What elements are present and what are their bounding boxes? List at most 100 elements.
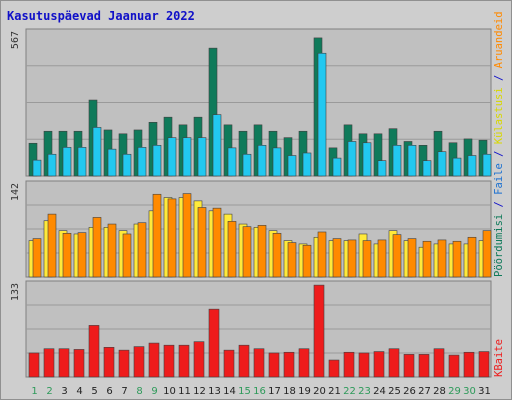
bar-top-faile [407, 145, 417, 177]
bar-top-faile [62, 147, 72, 177]
bar-bottom-kbaite [133, 346, 145, 378]
bar-top-faile [47, 153, 57, 177]
bar-middle-aruandeid [272, 233, 282, 278]
legend-entry: Aruandeid [493, 11, 505, 68]
x-tick-label: 11 [178, 386, 191, 397]
bar-top-faile [122, 153, 132, 177]
x-tick-label: 2 [46, 386, 52, 397]
bar-bottom-kbaite [253, 348, 265, 378]
bar-middle-aruandeid [47, 213, 57, 278]
bar-top-faile [422, 160, 432, 177]
bar-top-faile [107, 148, 117, 177]
bar-top-faile [242, 153, 252, 177]
bar-middle-aruandeid [362, 240, 372, 278]
legend-entry: KBaite [493, 339, 505, 377]
bar-bottom-kbaite [343, 351, 355, 378]
bar-bottom-kbaite [448, 354, 460, 378]
bar-middle-aruandeid [302, 244, 312, 278]
x-tick-label: 21 [328, 386, 341, 397]
legend-entry: / [493, 144, 505, 163]
x-tick-label: 4 [76, 386, 82, 397]
bar-top-faile [182, 137, 192, 177]
x-tick-label: 30 [463, 386, 476, 397]
bar-bottom-kbaite [433, 348, 445, 378]
bar-top-faile [437, 151, 447, 177]
bar-middle-aruandeid [377, 239, 387, 278]
bar-middle-aruandeid [182, 193, 192, 278]
bar-bottom-kbaite [373, 351, 385, 378]
x-tick-label: 12 [193, 386, 206, 397]
bar-middle-aruandeid [347, 239, 357, 278]
bar-top-faile [452, 157, 462, 177]
x-tick-label: 1 [31, 386, 37, 397]
legend-entry: / [493, 195, 505, 214]
bar-middle-aruandeid [437, 239, 447, 278]
bar-bottom-kbaite [223, 349, 235, 378]
bar-top-faile [77, 147, 87, 177]
bar-top-faile [137, 147, 147, 177]
bar-bottom-kbaite [163, 344, 175, 378]
x-tick-label: 13 [208, 386, 221, 397]
bar-bottom-kbaite [28, 352, 40, 378]
bar-bottom-kbaite [178, 344, 190, 378]
x-tick-label: 14 [223, 386, 236, 397]
bar-middle-aruandeid [332, 238, 342, 278]
x-tick-label: 9 [151, 386, 157, 397]
bar-middle-aruandeid [257, 225, 267, 278]
y-axis-max-label-bottom: 133 [10, 283, 21, 301]
legend-entry: / [493, 68, 505, 87]
chart-title: Kasutuspäevad Jaanuar 2022 [7, 9, 195, 23]
bar-middle-aruandeid [317, 231, 327, 278]
x-tick-label: 19 [298, 386, 311, 397]
bar-bottom-kbaite [313, 284, 325, 378]
bar-top-faile [92, 127, 102, 177]
x-tick-label: 18 [283, 386, 296, 397]
x-tick-label: 8 [136, 386, 142, 397]
bar-middle-aruandeid [422, 240, 432, 278]
x-tick-label: 3 [61, 386, 67, 397]
bar-bottom-kbaite [478, 351, 490, 378]
bar-middle-aruandeid [62, 233, 72, 278]
bar-bottom-kbaite [88, 325, 100, 378]
bar-middle-aruandeid [467, 236, 477, 278]
bar-bottom-kbaite [268, 352, 280, 378]
bar-top-faile [152, 145, 162, 177]
bar-bottom-kbaite [73, 349, 85, 378]
bar-bottom-kbaite [103, 347, 115, 378]
x-tick-label: 10 [163, 386, 176, 397]
bar-middle-aruandeid [32, 238, 42, 278]
x-tick-label: 6 [106, 386, 112, 397]
legend-top: Pöördumisi / Faile / Külastusi / Aruande… [493, 11, 505, 277]
legend-entry: Külastusi [493, 87, 505, 144]
bar-bottom-kbaite [358, 352, 370, 378]
bar-top-faile [197, 137, 207, 177]
bar-middle-aruandeid [92, 217, 102, 278]
bar-bottom-kbaite [283, 351, 295, 378]
bar-bottom-kbaite [418, 354, 430, 378]
bar-top-faile [287, 155, 297, 177]
bar-bottom-kbaite [118, 349, 130, 378]
bar-top-faile [392, 145, 402, 177]
bar-top-faile [302, 152, 312, 177]
bar-top-faile [32, 159, 42, 177]
bar-top-faile [377, 160, 387, 177]
legend-bottom: KBaite [493, 339, 505, 377]
bar-bottom-kbaite [43, 348, 55, 378]
bar-middle-aruandeid [197, 207, 207, 278]
bar-bottom-kbaite [193, 341, 205, 378]
x-tick-label: 31 [478, 386, 491, 397]
bar-top-faile [257, 145, 267, 177]
bar-top-faile [212, 114, 222, 177]
bar-middle-aruandeid [227, 221, 237, 278]
bar-bottom-kbaite [238, 344, 250, 378]
x-tick-label: 17 [268, 386, 281, 397]
x-tick-label: 7 [121, 386, 127, 397]
bar-middle-aruandeid [107, 223, 117, 278]
x-tick-label: 26 [403, 386, 416, 397]
x-tick-label: 22 [343, 386, 356, 397]
x-tick-label: 15 [238, 386, 251, 397]
bar-middle-aruandeid [482, 230, 492, 278]
bar-bottom-kbaite [388, 348, 400, 378]
bar-top-faile [272, 147, 282, 177]
